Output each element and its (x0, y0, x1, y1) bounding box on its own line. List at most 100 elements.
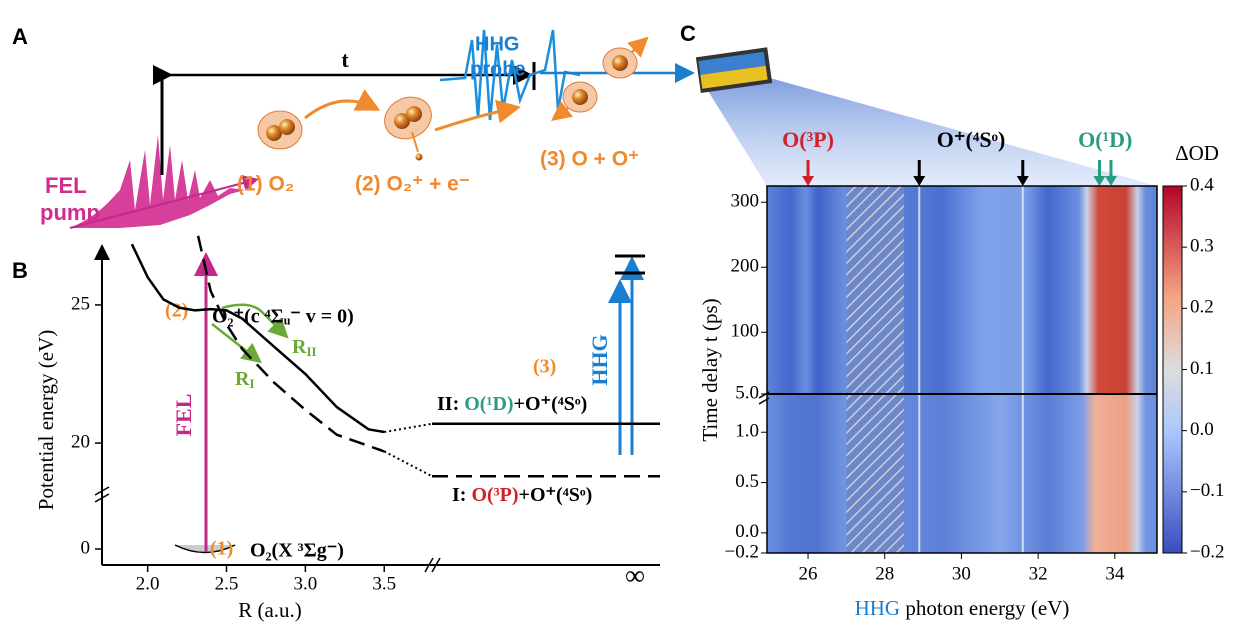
potential-curve (196, 235, 385, 453)
colorbar-tick-label: 0.3 (1190, 236, 1214, 257)
peak-arrowhead (1093, 176, 1106, 186)
colorbar-tick-label: 0.2 (1190, 297, 1214, 318)
panel-b: B ∞ R (a.u.) Potential energy (eV) FEL R… (12, 235, 660, 622)
colorbar-tick-label: −0.1 (1190, 480, 1224, 501)
connector (383, 450, 433, 478)
axis-break (424, 557, 441, 573)
delay-label: t (341, 47, 349, 72)
fel-label: FEL (171, 394, 196, 437)
part: O(¹D) (464, 393, 513, 415)
frame (766, 185, 1158, 554)
panel-label: B (12, 258, 28, 283)
colorbar-tick-label: −0.2 (1190, 541, 1224, 562)
detector (695, 47, 773, 93)
subscript: II (306, 344, 316, 359)
step-arrow (434, 99, 521, 132)
peak-arrowhead (913, 176, 926, 186)
r: R (292, 336, 307, 358)
x-tick-label: 3.5 (372, 573, 396, 594)
peak-arrowhead (1016, 176, 1029, 186)
x-tick-label: 2.0 (136, 573, 160, 594)
path-r-ii (221, 303, 289, 339)
y-tick-label: 25 (71, 293, 90, 314)
y-tick-label: 200 (731, 256, 760, 277)
state-label: O₂⁺(c ⁴Σᵤ⁻ v = 0) (212, 306, 354, 328)
step-label: (1) O₂ (237, 173, 294, 196)
x-axis-label: HHG photon energy (eV) (855, 596, 1070, 620)
y-tick-label: 0 (81, 537, 91, 558)
r-ii-label: RII (292, 336, 317, 359)
step-label: (2) (165, 300, 188, 322)
y-tick-label: 300 (731, 191, 760, 212)
peak-label: O(¹D) (1078, 127, 1132, 152)
probe-pulse (439, 29, 581, 121)
part: photon energy (eV) (900, 596, 1069, 620)
part: I: (452, 484, 471, 506)
part: O(³P) (471, 484, 518, 506)
state-label: O₂(X ³Σg⁻) (250, 540, 344, 562)
axis-break (94, 486, 110, 503)
y-tick-label: 1.0 (735, 421, 759, 442)
x-tick-label: 34 (1105, 563, 1125, 584)
heatmap-upper (767, 186, 1157, 394)
pump-arrow (69, 175, 259, 229)
x-tick-label: 26 (799, 563, 818, 584)
y-axis-label: Potential energy (eV) (34, 330, 58, 510)
peak-label: O⁺(⁴Sᵒ) (937, 127, 1006, 152)
r-i-label: RI (235, 368, 255, 391)
path-r-i (211, 323, 262, 364)
peak-label: O(³P) (782, 127, 834, 152)
part: II: (437, 393, 464, 415)
y-axis-label: Time delay t (ps) (698, 298, 722, 441)
potential-curve (130, 243, 385, 434)
channel-label: II: O(¹D)+O⁺(⁴Sᵒ) (437, 393, 587, 415)
step-arrow (304, 89, 381, 120)
panel-label: C (680, 21, 696, 46)
y-tick-label: 5.0 (735, 382, 759, 403)
peak-arrowhead (1104, 176, 1117, 186)
step-label: (3) O + O⁺ (540, 148, 639, 171)
pump-label: FEL (45, 173, 87, 198)
step-label: (1) (210, 538, 233, 560)
y-tick-label: 0.5 (735, 471, 759, 492)
x-tick-label: 30 (952, 563, 971, 584)
peak-arrowhead (802, 176, 815, 186)
x-tick-label: 28 (875, 563, 894, 584)
colorbar-tick-label: 0.1 (1190, 358, 1214, 379)
probe-label: probe (470, 58, 526, 80)
x-tick-label: 32 (1029, 563, 1048, 584)
colorbar-tick-label: 0.4 (1190, 174, 1214, 195)
colorbar (1162, 185, 1183, 554)
part: HHG (855, 596, 901, 620)
channel-label: I: O(³P)+O⁺(⁴Sᵒ) (452, 484, 592, 506)
colorbar-label: ΔOD (1175, 141, 1219, 165)
masked-region (846, 186, 904, 553)
axis-break (758, 391, 770, 405)
part: +O⁺(⁴Sᵒ) (519, 484, 593, 506)
panel-label: A (12, 24, 28, 49)
pump-label: pump (40, 200, 100, 225)
x-tick-label: 3.0 (293, 573, 317, 594)
panel-c: C ΔOD HHG photon energy (eV) Time delay … (680, 21, 1224, 620)
y-tick-label: −0.2 (725, 541, 759, 562)
colorbar-tick-label: 0.0 (1190, 419, 1214, 440)
panel-a: A t HHG probe FEL pump (1) O₂ (2) O₂⁺ + … (12, 24, 695, 229)
connector (384, 422, 433, 434)
probe-label: HHG (475, 33, 519, 55)
pump-pulse (70, 135, 245, 228)
step-label: (3) (533, 356, 556, 378)
y-tick-label: 0.0 (735, 521, 759, 542)
x-tick-label: 2.5 (215, 573, 239, 594)
step-label: (2) O₂⁺ + e⁻ (355, 173, 470, 196)
beam (700, 78, 1157, 186)
y-tick-label: 100 (731, 321, 760, 342)
part: +O⁺(⁴Sᵒ) (514, 393, 588, 415)
heatmap-lower (767, 394, 1157, 553)
x-axis-label: R (a.u.) (238, 598, 302, 622)
hhg-label: HHG (587, 334, 612, 385)
x-tick-label: ∞ (625, 560, 645, 591)
subscript: I (249, 376, 254, 391)
y-tick-label: 20 (71, 431, 90, 452)
